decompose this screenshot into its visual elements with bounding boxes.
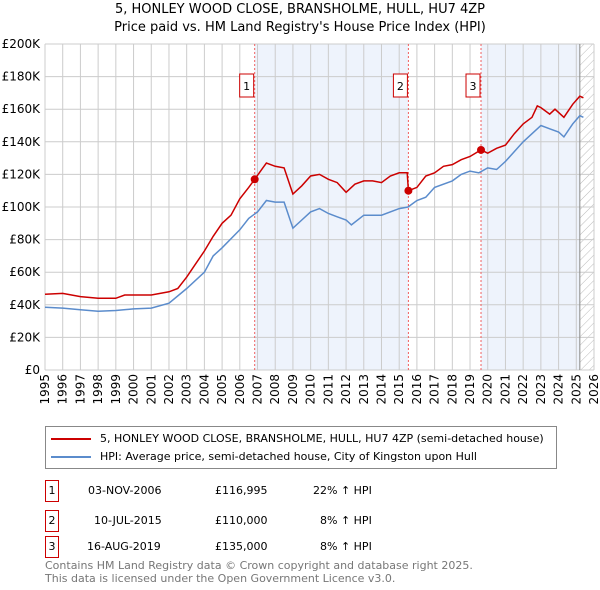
footer: Contains HM Land Registry data © Crown c… (45, 559, 473, 585)
x-tick-label: 2001 (144, 374, 158, 405)
marker-badge: 2 (45, 510, 59, 532)
x-tick-label: 1995 (38, 374, 52, 405)
copyright-text: Contains HM Land Registry data © Crown c… (45, 559, 473, 572)
hpi-diff: 8% ↑ HPI (320, 514, 372, 527)
sale-label-box (465, 73, 481, 98)
legend-swatch-red (51, 438, 91, 440)
y-tick-label: £20K (9, 330, 41, 344)
y-tick-label: £200K (2, 37, 42, 51)
x-tick-label: 2002 (162, 374, 176, 405)
x-tick-label: 2003 (180, 374, 194, 405)
legend-label: HPI: Average price, semi-detached house,… (100, 450, 477, 463)
x-tick-label: 2020 (481, 374, 495, 405)
price-chart: 1995 1996 1997 1998 1999 2000 2001 2002 2003 2004… (2, 37, 600, 405)
x-tick-label: 2015 (392, 374, 406, 405)
x-tick-label: 2010 (304, 374, 318, 405)
chart-subtitle: Price paid vs. HM Land Registry's House … (114, 20, 486, 35)
marker-badge: 3 (45, 536, 59, 558)
x-tick-label: 2013 (357, 374, 371, 405)
x-tick-label: 2005 (215, 374, 229, 405)
chart-title: 5, HONLEY WOOD CLOSE, BRANSHOLME, HULL, … (114, 2, 486, 17)
transaction-row: 3 16-AUG-2019 £135,000 8% ↑ HPI (45, 536, 445, 560)
x-tick-label: 2011 (321, 374, 335, 405)
sale-point (477, 145, 486, 154)
x-tick-label: 2024 (552, 374, 566, 405)
y-tick-label: £60K (9, 265, 41, 279)
y-tick-label: £120K (2, 167, 42, 181)
x-tick-label: 2017 (428, 374, 442, 405)
y-tick-label: £80K (9, 233, 41, 247)
x-tick-label: 2021 (498, 374, 512, 405)
y-tick-label: £160K (2, 102, 42, 116)
x-tick-label: 2026 (587, 374, 600, 405)
price: £116,995 (215, 484, 268, 497)
y-tick-label: £0 (25, 363, 40, 377)
y-tick-label: £40K (9, 298, 41, 312)
x-tick-label: 2014 (374, 374, 388, 405)
legend-item-property: 5, HONLEY WOOD CLOSE, BRANSHOLME, HULL, … (51, 432, 544, 446)
hpi-diff: 22% ↑ HPI (313, 484, 372, 497)
x-tick-label: 1999 (109, 374, 123, 405)
x-tick-label: 2016 (410, 374, 424, 405)
transaction-row: 1 03-NOV-2006 £116,995 22% ↑ HPI (45, 480, 445, 504)
x-tick-label: 1997 (73, 374, 87, 405)
x-tick-label: 2023 (534, 374, 548, 405)
legend-item-hpi: HPI: Average price, semi-detached house,… (51, 450, 477, 464)
marker-badge: 1 (45, 480, 59, 502)
hpi-diff: 8% ↑ HPI (320, 540, 372, 553)
x-tick-label: 1996 (56, 374, 70, 405)
y-tick-label: £100K (2, 200, 42, 214)
sale-label: 3 (470, 80, 477, 93)
y-tick-label: £180K (2, 70, 42, 84)
series-line (44, 114, 584, 313)
x-tick-label: 2009 (286, 374, 300, 405)
x-tick-label: 2018 (445, 374, 459, 405)
licence-text: This data is licensed under the Open Gov… (45, 572, 396, 585)
x-tick-label: 2007 (251, 374, 265, 405)
sale-point (250, 175, 259, 184)
x-tick-label: 2025 (569, 374, 583, 405)
x-tick-label: 2000 (127, 374, 141, 405)
y-tick-label: £140K (2, 135, 42, 149)
x-tick-label: 2008 (268, 374, 282, 405)
sale-point (404, 186, 413, 195)
sale-label: 1 (243, 80, 250, 93)
price: £110,000 (215, 514, 268, 527)
sale-label: 2 (397, 80, 404, 93)
sale-label-box (239, 73, 255, 98)
legend-label: 5, HONLEY WOOD CLOSE, BRANSHOLME, HULL, … (100, 432, 544, 445)
x-tick-label: 2019 (463, 374, 477, 405)
sale-label-box (392, 73, 408, 98)
x-tick-label: 2004 (197, 374, 211, 405)
x-tick-label: 2006 (233, 374, 247, 405)
date: 16-AUG-2019 (87, 540, 161, 553)
x-tick-label: 1998 (91, 374, 105, 405)
price: £135,000 (215, 540, 268, 553)
x-tick-label: 2022 (516, 374, 530, 405)
date: 10-JUL-2015 (94, 514, 162, 527)
legend: 5, HONLEY WOOD CLOSE, BRANSHOLME, HULL, … (45, 426, 557, 469)
legend-swatch-blue (51, 456, 91, 458)
transaction-row: 2 10-JUL-2015 £110,000 8% ↑ HPI (45, 510, 445, 534)
series-line (44, 95, 584, 300)
x-tick-label: 2012 (339, 374, 353, 405)
date: 03-NOV-2006 (88, 484, 162, 497)
